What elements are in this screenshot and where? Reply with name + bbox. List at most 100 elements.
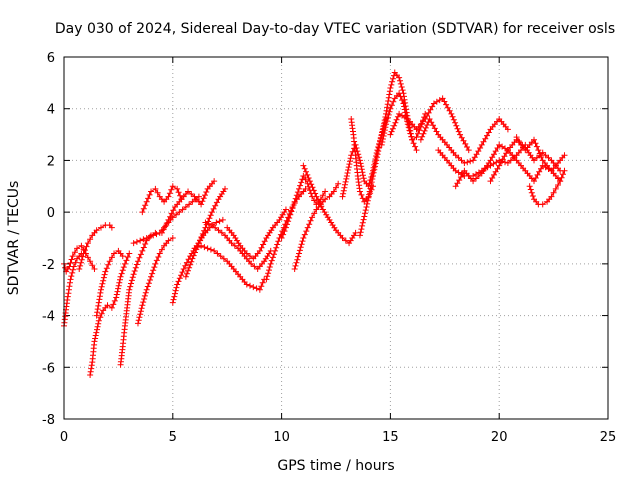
interpolated-point <box>307 217 314 224</box>
interpolated-point <box>105 261 112 268</box>
y-axis-label: SDTVAR / TECUs <box>6 181 22 296</box>
data-point <box>539 201 546 208</box>
y-tick-label: -6 <box>42 361 55 376</box>
interpolated-point <box>94 306 101 313</box>
interpolated-point <box>135 317 142 324</box>
interpolated-point <box>485 160 492 166</box>
interpolated-point <box>394 113 401 120</box>
interpolated-point <box>281 228 288 235</box>
interpolated-point <box>235 271 242 278</box>
interpolated-point <box>254 250 261 257</box>
interpolated-point <box>362 210 368 217</box>
data-point <box>182 203 189 210</box>
data-point <box>158 229 165 236</box>
interpolated-point <box>425 109 432 116</box>
interpolated-point <box>137 251 144 258</box>
interpolated-point <box>137 311 144 318</box>
interpolated-point <box>284 221 290 228</box>
interpolated-point <box>216 218 223 225</box>
interpolated-point <box>560 171 566 178</box>
interpolated-point <box>176 198 183 205</box>
interpolated-point <box>453 122 460 129</box>
data-point <box>387 105 394 112</box>
interpolated-point <box>467 175 474 182</box>
interpolated-point <box>146 191 153 198</box>
interpolated-point <box>538 165 544 172</box>
interpolated-point <box>266 250 273 257</box>
data-point <box>343 172 350 179</box>
interpolated-point <box>344 170 351 176</box>
y-tick-labels: -8 -6 -4 -2 0 2 4 6 <box>42 51 55 428</box>
data-point <box>130 240 137 247</box>
series-sat-c <box>76 222 115 273</box>
data-point <box>139 302 146 309</box>
interpolated-point <box>202 192 208 199</box>
interpolated-point <box>268 257 275 264</box>
interpolated-point <box>454 125 461 132</box>
interpolated-point <box>450 149 457 156</box>
interpolated-point <box>532 140 539 147</box>
interpolated-point <box>450 116 457 123</box>
interpolated-point <box>300 188 307 195</box>
interpolated-point <box>154 189 161 196</box>
interpolated-point <box>98 310 105 317</box>
x-axis-label: GPS time / hours <box>277 458 394 474</box>
interpolated-point <box>361 213 368 220</box>
interpolated-point <box>268 227 275 234</box>
interpolated-point <box>88 362 95 369</box>
interpolated-point <box>385 98 392 104</box>
interpolated-point <box>271 251 277 258</box>
series-track <box>516 136 565 172</box>
x-tick-labels: 0 5 10 15 20 25 <box>60 430 616 445</box>
interpolated-point <box>446 107 453 114</box>
interpolated-point <box>213 199 220 206</box>
data-point <box>102 268 109 275</box>
interpolated-point <box>379 136 386 142</box>
data-point <box>148 188 155 195</box>
interpolated-point <box>393 92 400 99</box>
interpolated-point <box>241 247 248 254</box>
interpolated-point <box>297 244 304 251</box>
interpolated-point <box>473 175 479 182</box>
data-point <box>339 193 346 200</box>
data-point <box>76 266 83 273</box>
interpolated-point <box>489 154 496 161</box>
interpolated-point <box>319 198 326 205</box>
interpolated-point <box>319 192 326 199</box>
data-point <box>335 180 342 187</box>
data-point <box>304 224 311 231</box>
interpolated-point <box>158 246 165 253</box>
interpolated-point <box>142 241 149 247</box>
interpolated-point <box>111 297 118 304</box>
interpolated-point <box>316 200 323 207</box>
data-point <box>561 167 568 174</box>
interpolated-point <box>422 124 429 131</box>
interpolated-point <box>68 256 75 263</box>
interpolated-point <box>301 231 308 238</box>
interpolated-point <box>197 237 204 244</box>
interpolated-point <box>117 250 124 257</box>
data-point <box>487 178 494 185</box>
interpolated-point <box>384 104 391 111</box>
data-point <box>496 162 503 169</box>
data-point <box>369 172 376 179</box>
interpolated-point <box>408 133 415 140</box>
series-sat-ac <box>526 167 568 208</box>
interpolated-point <box>388 128 395 135</box>
data-point <box>204 245 211 252</box>
interpolated-point <box>358 163 365 170</box>
y-tick-label: -8 <box>42 413 55 428</box>
interpolated-point <box>441 154 448 161</box>
interpolated-point <box>352 148 359 155</box>
interpolated-point <box>98 283 105 290</box>
data-point <box>539 149 546 156</box>
interpolated-point <box>151 264 158 271</box>
interpolated-point <box>235 240 242 247</box>
interpolated-point <box>228 263 235 270</box>
interpolated-point <box>312 190 319 197</box>
data-point <box>152 260 159 267</box>
interpolated-point <box>293 192 300 199</box>
data-point <box>457 131 464 138</box>
interpolated-point <box>381 130 388 137</box>
interpolated-point <box>123 307 130 314</box>
